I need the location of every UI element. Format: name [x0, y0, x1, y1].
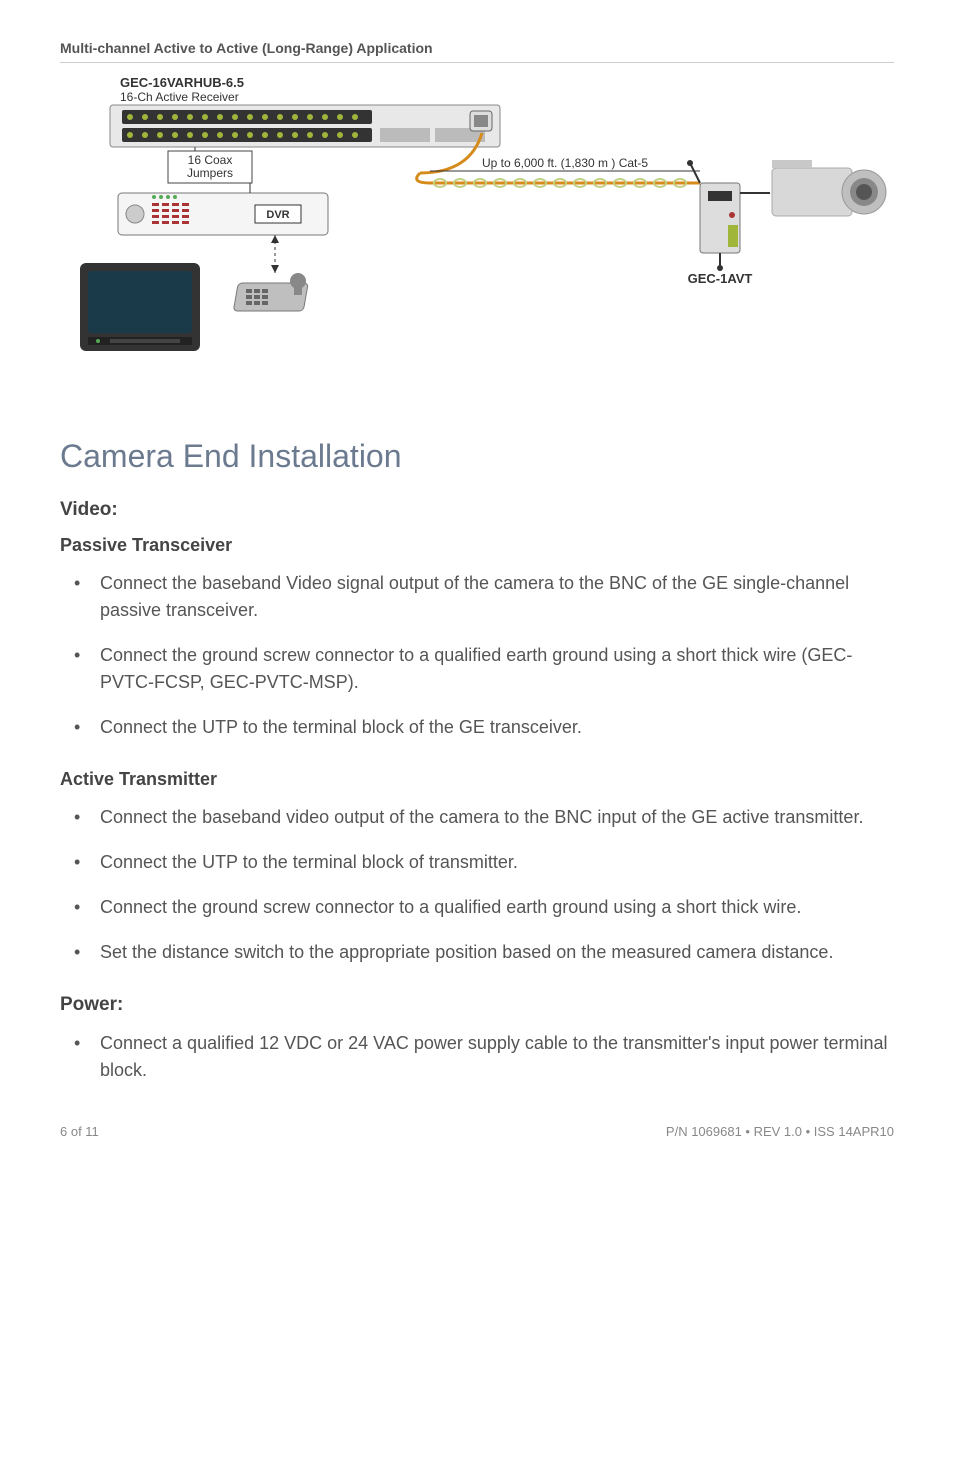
list-item: Connect the UTP to the terminal block of…: [60, 714, 894, 741]
list-item: Set the distance switch to the appropria…: [60, 939, 894, 966]
footer-page-number: 6 of 11: [60, 1124, 99, 1139]
list-item: Connect the UTP to the terminal block of…: [60, 849, 894, 876]
dvr-label: DVR: [266, 209, 289, 221]
list-item: Connect the baseband video output of the…: [60, 804, 894, 831]
list-item: Connect a qualified 12 VDC or 24 VAC pow…: [60, 1030, 894, 1084]
footer-doc-id: P/N 1069681 • REV 1.0 • ISS 14APR10: [666, 1124, 894, 1139]
list-item: Connect the ground screw connector to a …: [60, 894, 894, 921]
power-list: Connect a qualified 12 VDC or 24 VAC pow…: [60, 1030, 894, 1084]
diagram-caption: Multi-channel Active to Active (Long-Ran…: [60, 40, 894, 63]
active-heading: Active Transmitter: [60, 769, 894, 790]
passive-heading: Passive Transceiver: [60, 535, 894, 556]
list-item: Connect the ground screw connector to a …: [60, 642, 894, 696]
application-diagram: GEC-16VARHUB-6.5 16-Ch Active Receiver 1…: [60, 73, 894, 353]
active-list: Connect the baseband video output of the…: [60, 804, 894, 966]
power-heading: Power:: [60, 994, 894, 1016]
page-footer: 6 of 11 P/N 1069681 • REV 1.0 • ISS 14AP…: [60, 1124, 894, 1139]
coax-label-2: Jumpers: [187, 166, 233, 180]
hub-title: GEC-16VARHUB-6.5: [120, 75, 244, 90]
list-item: Connect the baseband Video signal output…: [60, 570, 894, 624]
video-heading: Video:: [60, 499, 894, 521]
hub-subtitle: 16-Ch Active Receiver: [120, 90, 239, 104]
passive-list: Connect the baseband Video signal output…: [60, 570, 894, 741]
device-label: GEC-1AVT: [688, 271, 753, 286]
coax-label-1: 16 Coax: [188, 153, 233, 167]
section-heading: Camera End Installation: [60, 438, 894, 475]
cable-label: Up to 6,000 ft. (1,830 m ) Cat-5: [482, 156, 648, 170]
